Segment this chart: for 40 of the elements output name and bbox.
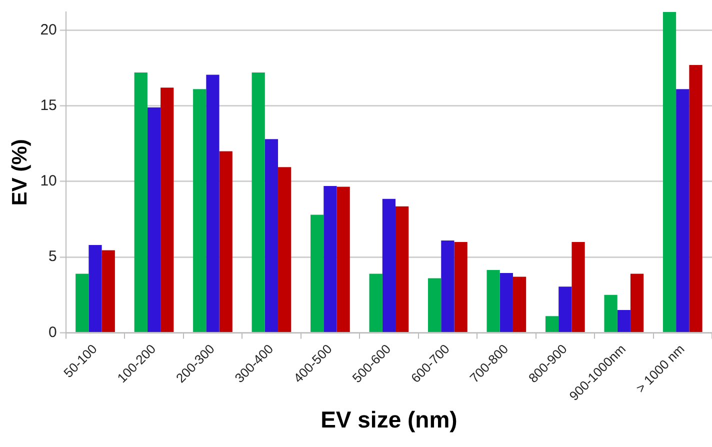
bar <box>604 294 618 332</box>
bar <box>441 240 454 332</box>
y-axis-title: EV (%) <box>8 139 32 206</box>
bar <box>264 139 278 332</box>
bar <box>219 151 232 332</box>
bar <box>454 242 468 332</box>
y-tick-label: 10 <box>40 172 57 190</box>
bar <box>545 316 559 332</box>
bar <box>134 72 148 332</box>
bar <box>486 270 500 332</box>
bar <box>689 64 702 332</box>
y-tick-label: 5 <box>48 248 57 266</box>
bar <box>500 272 513 332</box>
bar <box>396 206 409 332</box>
bar <box>630 274 644 332</box>
bar <box>88 245 102 332</box>
bar <box>278 167 292 332</box>
bar <box>76 274 89 332</box>
bar <box>206 74 220 332</box>
y-tick-label: 20 <box>40 21 57 38</box>
bar <box>310 214 324 332</box>
bar <box>662 12 676 332</box>
bar <box>147 107 161 332</box>
bar <box>572 242 585 332</box>
y-tick-label: 15 <box>40 96 57 114</box>
bar <box>512 276 526 332</box>
bar <box>617 310 630 332</box>
bar <box>102 250 115 332</box>
bar <box>193 89 206 332</box>
x-axis-title: EV size (nm) <box>320 406 458 433</box>
bar <box>324 186 337 332</box>
bar <box>369 274 382 332</box>
bar <box>382 198 396 332</box>
bar <box>252 72 265 332</box>
bar <box>336 186 350 332</box>
bar <box>428 278 442 332</box>
bar <box>160 88 174 332</box>
bar <box>558 286 572 332</box>
y-tick-label: 0 <box>48 324 57 341</box>
bar <box>676 89 690 332</box>
